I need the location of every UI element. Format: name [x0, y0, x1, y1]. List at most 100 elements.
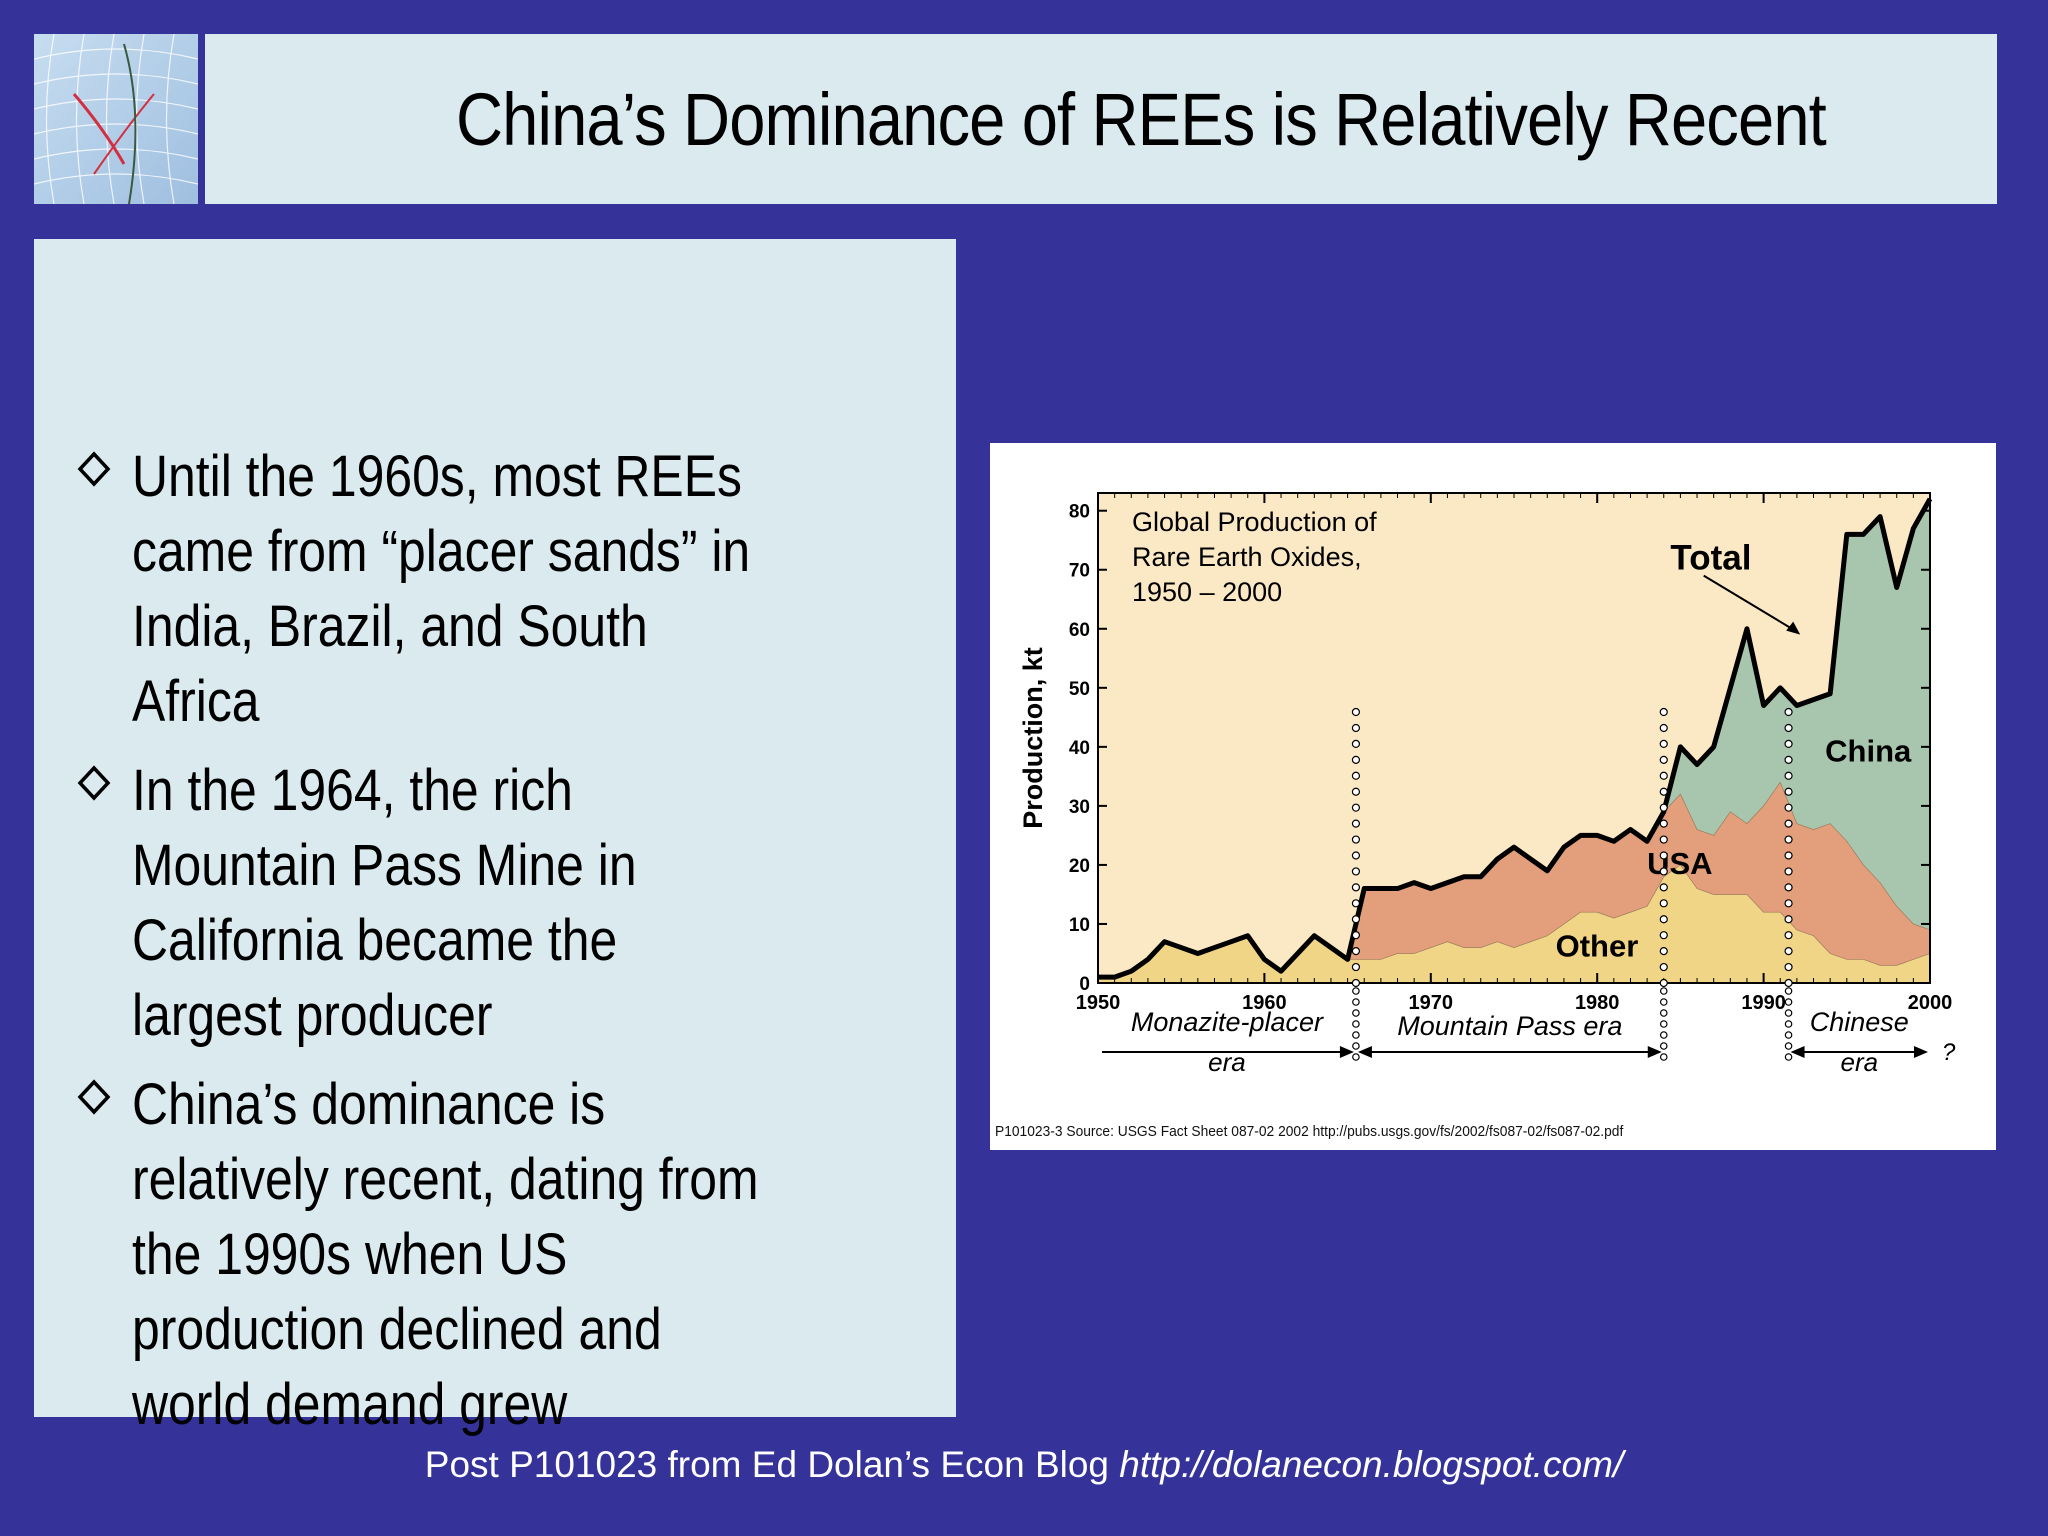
era-boundary-dot: [1784, 851, 1793, 860]
era-boundary-dot: [1659, 987, 1668, 995]
y-tick-label: 0: [1079, 974, 1090, 995]
era-boundary-dot: [1351, 883, 1361, 892]
era-boundary-dot: [1351, 947, 1361, 956]
era-boundary-dot: [1352, 1042, 1360, 1050]
era-boundary-dot: [1351, 899, 1361, 908]
era-boundary-dot: [1784, 915, 1793, 924]
era-arrowhead: [1647, 1046, 1662, 1058]
bullet-text: In the 1964, the rich Mountain Pass Mine…: [132, 758, 637, 1048]
era-boundary-dot: [1784, 819, 1793, 828]
era-boundary-dot: [1659, 723, 1668, 733]
y-axis-label: Production, kt: [1018, 647, 1048, 829]
era-arrowhead: [1339, 1046, 1354, 1058]
title-bar: China’s Dominance of REEs is Relatively …: [205, 34, 1997, 204]
y-tick-label: 50: [1069, 679, 1090, 700]
series-label-china: China: [1825, 734, 1912, 769]
era-boundary-dot: [1659, 707, 1668, 717]
footer-url-link[interactable]: http://dolanecon.blogspot.com/: [1119, 1444, 1624, 1485]
era-boundary-dot: [1659, 998, 1668, 1006]
era-boundary-dot: [1784, 1042, 1793, 1050]
era-boundary-dot: [1351, 915, 1361, 924]
era-boundary-dot: [1784, 987, 1793, 995]
era-boundary-dot: [1784, 707, 1793, 717]
chart-title-line: Global Production of: [1132, 507, 1377, 537]
era-boundary-dot: [1659, 835, 1668, 844]
x-tick-label: 1970: [1409, 992, 1454, 1014]
bullet-text: China’s dominance is relatively recent, …: [132, 1072, 759, 1437]
era-boundary-dot: [1352, 1031, 1360, 1039]
era-label: Mountain Pass era: [1397, 1011, 1622, 1041]
era-boundary-dot: [1659, 931, 1668, 940]
x-tick-label: 1990: [1741, 992, 1786, 1014]
era-boundary-dot: [1659, 803, 1668, 812]
bullets-panel: Until the 1960s, most REEs came from “pl…: [34, 239, 956, 1437]
source-note: P101023-3 Source: USGS Fact Sheet 087-02…: [995, 1123, 1624, 1140]
y-tick-label: 20: [1069, 856, 1090, 877]
bullet-item: In the 1964, the rich Mountain Pass Mine…: [60, 753, 960, 1053]
diamond-outline-icon: [77, 1079, 111, 1115]
series-label-usa: USA: [1647, 846, 1712, 881]
diamond-outline-icon: [77, 765, 111, 801]
era-boundary-dot: [1659, 883, 1668, 892]
era-boundary-dot: [1659, 899, 1668, 908]
era-boundary-dot: [1659, 851, 1668, 860]
era-boundary-dot: [1351, 723, 1361, 733]
era-boundary-dot: [1659, 1031, 1668, 1039]
x-tick-label: 1980: [1575, 992, 1620, 1014]
era-boundary-dot: [1784, 739, 1793, 749]
era-arrowhead: [1914, 1046, 1928, 1058]
era-boundary-dot: [1659, 947, 1668, 956]
era-boundary-dot: [1784, 787, 1793, 796]
era-boundary-dot: [1784, 883, 1793, 892]
era-boundary-dot: [1659, 1042, 1668, 1050]
era-boundary-dot: [1784, 771, 1793, 780]
era-boundary-dot: [1351, 851, 1361, 860]
total-pointer-line: [1703, 574, 1798, 633]
footer-text: Post P101023 from Ed Dolan’s Econ Blog: [424, 1444, 1120, 1485]
era-boundary-dot: [1784, 1009, 1793, 1017]
era-boundary-dot: [1659, 771, 1668, 780]
y-tick-label: 30: [1069, 797, 1090, 818]
chart-title-line: Rare Earth Oxides,: [1132, 542, 1362, 572]
y-tick-label: 40: [1069, 738, 1090, 759]
series-label-total: Total: [1670, 539, 1751, 578]
era-boundary-dot: [1352, 1020, 1360, 1028]
era-boundary-dot: [1784, 931, 1793, 940]
y-tick-label: 70: [1069, 561, 1090, 582]
era-boundary-dot: [1784, 1020, 1793, 1028]
bullet-item: Until the 1960s, most REEs came from “pl…: [60, 439, 960, 739]
y-tick-label: 10: [1069, 915, 1090, 936]
bullet-item: China’s dominance is relatively recent, …: [60, 1067, 960, 1442]
era-boundary-dot: [1351, 978, 1361, 988]
era-boundary-dot: [1659, 1009, 1668, 1017]
era-question-mark: ?: [1942, 1039, 1956, 1066]
era-boundary-dot: [1351, 739, 1361, 749]
era-boundary-dot: [1352, 998, 1360, 1006]
y-tick-label: 60: [1069, 620, 1090, 641]
chart-figure: 0 10 20 30 40 50 60 70 80 1950 1960 1970 1980 1990 200…: [990, 443, 1996, 1150]
era-boundary-dot: [1351, 931, 1361, 940]
era-boundary-dot: [1659, 819, 1668, 828]
era-arrowhead: [1357, 1046, 1372, 1058]
era-boundary-dot: [1784, 835, 1793, 844]
era-boundary-dot: [1352, 1009, 1360, 1017]
era-boundary-dot: [1351, 707, 1361, 717]
era-boundary-dot: [1659, 1053, 1668, 1061]
x-tick-label: 1950: [1076, 992, 1121, 1014]
era-boundary-dot: [1784, 978, 1793, 988]
total-pointer-arrowhead: [1786, 621, 1801, 635]
era-boundary-dot: [1784, 803, 1793, 812]
era-boundary-dot: [1784, 1031, 1793, 1039]
era-label: Monazite-placer: [1131, 1007, 1324, 1037]
era-boundary-dot: [1659, 755, 1668, 764]
era-boundary-dot: [1351, 787, 1361, 796]
era-arrowhead: [1790, 1046, 1805, 1058]
bullet-list: Until the 1960s, most REEs came from “pl…: [60, 439, 960, 1456]
production-chart: 0 10 20 30 40 50 60 70 80 1950 1960 1970 1980 1990 200…: [1010, 461, 1976, 1111]
era-label: Chinese: [1810, 1007, 1909, 1037]
x-tick-label: 1960: [1242, 992, 1287, 1014]
era-boundary-dot: [1784, 1053, 1793, 1061]
era-boundary-dot: [1659, 739, 1668, 749]
era-boundary-dot: [1784, 723, 1793, 733]
footer: Post P101023 from Ed Dolan’s Econ Blog h…: [0, 1444, 2048, 1486]
